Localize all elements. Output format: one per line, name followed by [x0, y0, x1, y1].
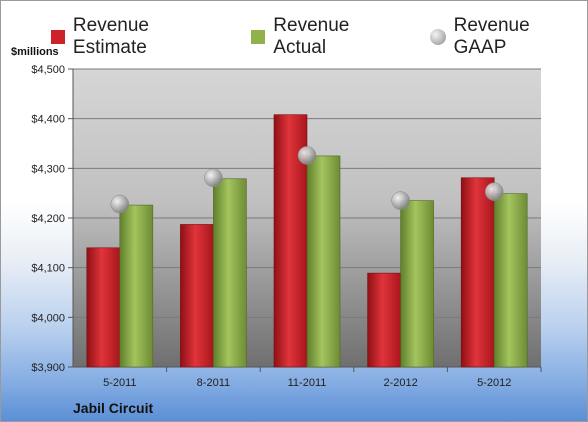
marker-revenue-gaap: [204, 168, 223, 188]
legend-item-revenue-gaap: Revenue GAAP: [429, 15, 587, 59]
bar-revenue-estimate: [180, 224, 214, 368]
y-tick-label: $4,500: [31, 64, 65, 76]
y-tick-label: $3,900: [31, 362, 65, 374]
y-tick-label: $4,100: [31, 263, 65, 275]
legend-swatch-revenue-actual: [251, 30, 266, 44]
y-tick-label: $4,200: [31, 213, 65, 225]
bar-revenue-actual: [306, 155, 341, 368]
x-tick-label: 5-2011: [103, 377, 136, 389]
bar-revenue-actual: [213, 178, 247, 368]
bar-revenue-estimate: [460, 177, 495, 368]
legend-label-revenue-estimate: Revenue Estimate: [72, 15, 149, 58]
legend-swatch-revenue-estimate: [51, 30, 65, 44]
y-tick-label: $4,000: [31, 312, 65, 324]
legend-item-revenue-estimate: Revenue Estimate: [51, 15, 227, 59]
bar-revenue-estimate: [367, 272, 401, 368]
bar-revenue-actual: [400, 200, 434, 368]
company-label: Jabil Circuit: [73, 400, 154, 416]
x-tick-label: 2-2012: [383, 377, 417, 389]
legend-item-revenue-actual: Revenue Actual: [251, 15, 405, 59]
bar-revenue-actual: [493, 193, 528, 368]
x-tick-label: 8-2011: [197, 377, 230, 389]
legend-label-revenue-actual: Revenue Actual: [273, 15, 350, 58]
legend-label-revenue-gaap: Revenue GAAP: [453, 15, 530, 58]
bar-revenue-estimate: [86, 247, 121, 368]
y-axis-unit-label: $millions: [11, 46, 59, 58]
marker-revenue-gaap: [110, 194, 130, 214]
legend-swatch-revenue-gaap: [429, 29, 446, 45]
x-tick-label: 5-2012: [477, 377, 511, 389]
bar-revenue-actual: [119, 204, 154, 368]
marker-revenue-gaap: [297, 146, 317, 165]
x-tick-label: 11-2011: [288, 377, 327, 389]
y-tick-label: $4,400: [31, 114, 65, 126]
marker-revenue-gaap: [391, 191, 410, 210]
y-tick-label: $4,300: [31, 163, 65, 175]
marker-revenue-gaap: [484, 182, 504, 201]
legend: Revenue Estimate Revenue Actual Revenue …: [51, 15, 587, 59]
